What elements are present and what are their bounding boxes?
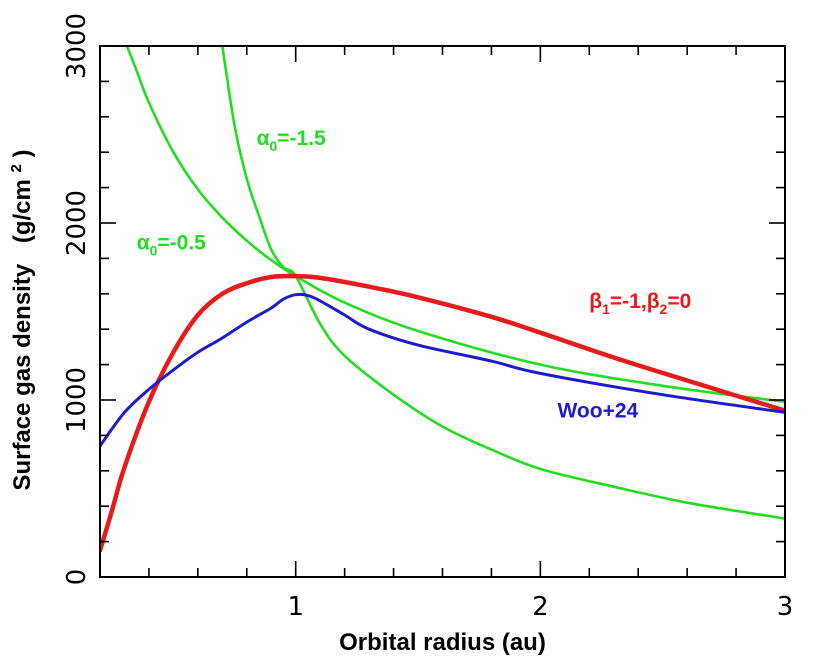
y-axis-title-unit-close: ) [9, 149, 36, 157]
y-axis-title-main: Surface gas density [9, 263, 36, 490]
series-line-alpha0-0-5 [125, 46, 785, 404]
y-tick-label: 0 [62, 569, 92, 586]
annotation-woo-24: Woo+24 [557, 400, 638, 423]
x-tick-label: 1 [287, 592, 304, 622]
annotation-alpha0-0-5: α0=-0.5 [137, 232, 206, 259]
y-axis-title-unit-sup: 2 [8, 164, 25, 172]
series-line-woo-24 [100, 292, 785, 448]
series-line-beta1-1-beta2-0 [100, 273, 785, 553]
y-tick-label: 2000 [62, 190, 92, 256]
y-axis-title-unit: (g/cm [9, 179, 36, 243]
x-tick-label: 3 [777, 592, 794, 622]
x-tick-label: 2 [532, 592, 549, 622]
annotation-alpha0-1-5: α0=-1.5 [257, 127, 326, 154]
annotation-beta1-1-beta2-0: β1=-1,β2=0 [589, 290, 691, 317]
y-tick-label: 1000 [62, 367, 92, 433]
y-tick-label: 3000 [62, 13, 92, 79]
series-line-alpha0-1-5 [221, 46, 785, 520]
y-axis-title: Surface gas density (g/cm 2 ) [0, 149, 36, 490]
x-axis-title: Orbital radius (au) [339, 629, 546, 656]
